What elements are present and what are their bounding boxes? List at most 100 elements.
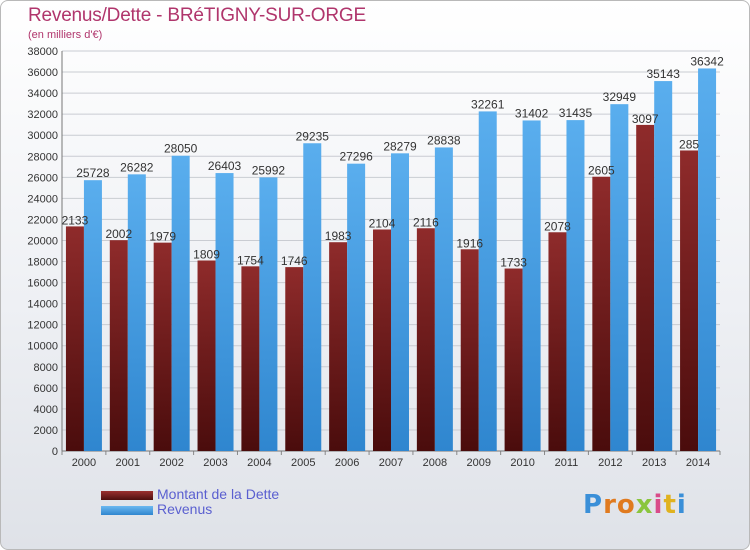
x-tick-label: 2010 [510, 457, 534, 469]
debt-value-label: 2133 [62, 213, 89, 227]
logo-letter: P [583, 490, 604, 520]
debt-value-label: 1809 [193, 247, 220, 261]
debt-bar [285, 267, 304, 451]
debt-value-label: 1746 [281, 254, 308, 268]
debt-bar [153, 242, 172, 451]
revenue-bar [566, 120, 585, 452]
y-tick-label: 16000 [27, 278, 58, 290]
logo-letter: o [616, 490, 636, 520]
revenue-value-label: 28279 [383, 139, 417, 153]
debt-value-label: 1754 [237, 253, 264, 267]
revenue-bar [127, 174, 146, 452]
x-tick-label: 2005 [291, 457, 315, 469]
debt-value-label: 285 [679, 137, 699, 151]
y-tick-label: 38000 [27, 46, 58, 58]
revenue-value-label: 32949 [603, 90, 637, 104]
y-tick-label: 4000 [34, 404, 58, 416]
debt-bar [329, 242, 348, 451]
x-tick-label: 2009 [466, 457, 490, 469]
y-tick-label: 36000 [27, 67, 58, 79]
debt-bar [548, 232, 567, 451]
chart-subtitle: (en milliers d'€) [28, 29, 103, 41]
revenue-bar [259, 177, 278, 451]
x-tick-label: 2004 [247, 457, 271, 469]
logo-letter: i [653, 490, 664, 520]
x-tick-label: 2014 [686, 457, 710, 469]
debt-value-label: 3097 [632, 112, 659, 126]
debt-value-label: 2116 [413, 215, 439, 229]
debt-bar [592, 176, 611, 451]
y-tick-label: 2000 [34, 425, 58, 437]
debt-value-label: 1983 [325, 229, 352, 243]
logo-letter: x [635, 490, 654, 520]
revenue-bar [171, 155, 190, 451]
y-tick-label: 12000 [27, 320, 58, 332]
revenue-value-label: 28050 [164, 142, 198, 156]
debt-value-label: 2104 [369, 216, 396, 230]
legend-label-revenue: Revenus [157, 501, 213, 517]
x-tick-label: 2013 [642, 457, 666, 469]
x-tick-label: 2007 [379, 457, 403, 469]
legend-swatch-debt [101, 491, 153, 500]
debt-bar [109, 240, 128, 451]
debt-bar [416, 228, 435, 451]
revenue-value-label: 29235 [296, 129, 330, 143]
logo-letter: r [603, 490, 617, 520]
x-tick-label: 2008 [423, 457, 447, 469]
debt-bar [504, 268, 523, 451]
y-tick-label: 0 [52, 446, 58, 458]
logo-letter: i [676, 490, 687, 520]
y-tick-label: 20000 [27, 235, 58, 247]
debt-value-label: 2078 [544, 219, 571, 233]
revenue-value-label: 35143 [647, 67, 681, 81]
revenue-value-label: 36342 [690, 54, 724, 68]
debt-value-label: 1979 [149, 230, 176, 244]
legend-swatch-revenue [101, 506, 153, 515]
y-tick-label: 8000 [34, 362, 58, 374]
debt-value-label: 1916 [456, 236, 483, 250]
proxiti-logo: Proxiti [583, 490, 687, 520]
debt-value-label: 2605 [588, 164, 615, 178]
y-tick-label: 10000 [27, 341, 58, 353]
revenue-bar [434, 147, 453, 451]
debt-bar [65, 226, 84, 451]
y-tick-label: 18000 [27, 257, 58, 269]
revenue-bar [347, 163, 366, 451]
x-tick-label: 2003 [203, 457, 227, 469]
revenue-bar [215, 173, 234, 452]
y-tick-label: 30000 [27, 130, 58, 142]
revenue-bar [522, 120, 541, 451]
revenue-value-label: 27296 [339, 150, 373, 164]
revenue-bar [654, 81, 673, 452]
revenue-value-label: 32261 [471, 97, 505, 111]
debt-bar [460, 249, 479, 451]
x-tick-label: 2006 [335, 457, 359, 469]
revenue-bar [698, 68, 717, 451]
revenue-value-label: 31435 [559, 106, 593, 120]
revenue-bar [83, 180, 102, 451]
y-tick-label: 22000 [27, 214, 58, 226]
y-tick-label: 24000 [27, 193, 58, 205]
y-tick-label: 28000 [27, 151, 58, 163]
logo-letter: t [663, 490, 677, 520]
x-tick-label: 2001 [116, 457, 140, 469]
y-tick-label: 32000 [27, 109, 58, 121]
debt-bar [680, 150, 699, 451]
revenue-value-label: 31402 [515, 106, 549, 120]
x-tick-label: 2002 [159, 457, 183, 469]
x-tick-label: 2000 [72, 457, 96, 469]
chart-title: Revenus/Dette - BRéTIGNY-SUR-ORGE [28, 5, 366, 26]
y-tick-label: 26000 [27, 172, 58, 184]
x-tick-label: 2012 [598, 457, 622, 469]
debt-bar [373, 229, 391, 451]
debt-value-label: 2002 [105, 227, 132, 241]
debt-bar [636, 124, 655, 451]
revenue-value-label: 26282 [120, 160, 154, 174]
y-tick-label: 6000 [34, 383, 58, 395]
revenue-bar [391, 153, 409, 452]
y-tick-label: 14000 [27, 299, 58, 311]
revenue-bar [478, 111, 497, 452]
debt-bar [241, 266, 260, 451]
